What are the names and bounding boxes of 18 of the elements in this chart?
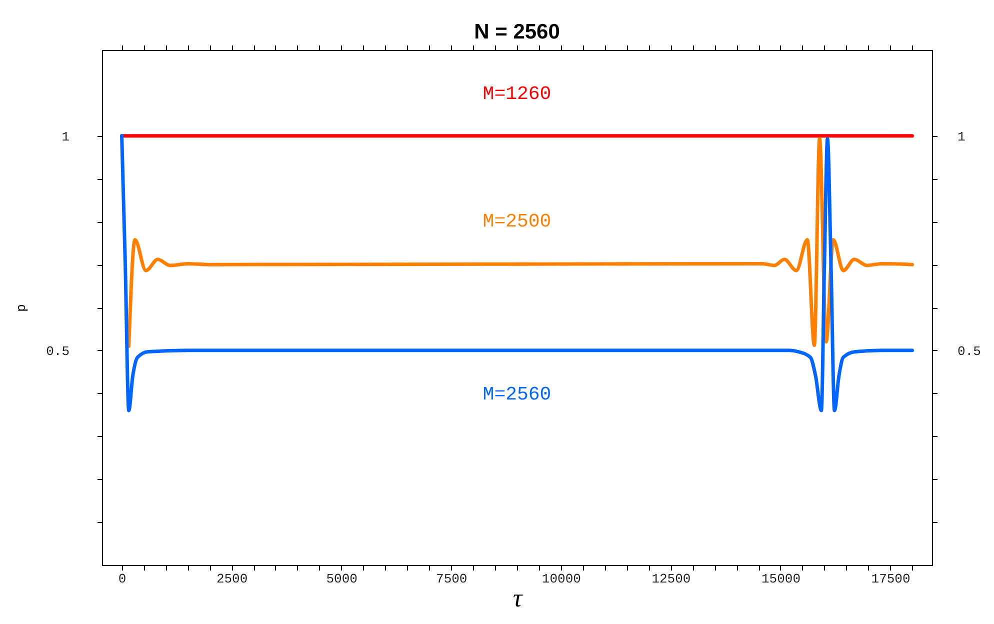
x-tick-label: 15000: [761, 572, 800, 586]
line-series: [120, 134, 914, 412]
y2-tick-label: 0.5: [958, 344, 981, 359]
x-tick-label: 0: [118, 572, 126, 586]
x-tick-label: 12500: [652, 572, 691, 586]
x-tick-label: 7500: [436, 572, 468, 586]
x-axis-title: τ: [512, 584, 524, 612]
x-tick-label: 2500: [216, 572, 248, 586]
y-axis-title: p: [14, 304, 30, 312]
x-tick-label: 17500: [871, 572, 910, 586]
x-tick-label: 5000: [326, 572, 358, 586]
series-label: M=2500: [482, 210, 552, 233]
chart-title: N = 2560: [474, 20, 560, 44]
line-series: [127, 137, 914, 348]
series-label: M=1260: [482, 82, 552, 105]
series-label: M=2560: [482, 383, 552, 406]
x-tick-label: 10000: [542, 572, 581, 586]
y2-tick-label: 1: [958, 129, 966, 144]
